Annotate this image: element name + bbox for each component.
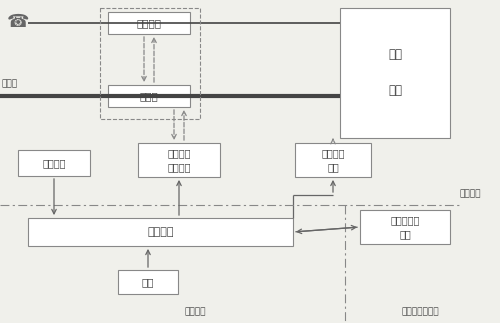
Text: 中繼線: 中繼線 (2, 79, 18, 89)
Bar (100, 8, 200, 119)
Text: 掃描電路: 掃描電路 (42, 158, 66, 168)
Bar (28, 218, 293, 246)
Text: 控制信號
分配電路: 控制信號 分配電路 (167, 148, 191, 172)
Text: 處理機群: 處理機群 (147, 227, 174, 237)
Bar (18, 150, 90, 176)
Text: 用戶電路: 用戶電路 (136, 18, 162, 28)
Bar (360, 210, 450, 244)
Text: ☎: ☎ (7, 13, 29, 31)
Text: 控制系統: 控制系統 (184, 307, 206, 316)
Bar (108, 85, 190, 107)
Text: 網絡控制
電路: 網絡控制 電路 (321, 148, 345, 172)
Text: 輸入、輸出
設備: 輸入、輸出 設備 (390, 215, 420, 239)
Text: 交換

網絡: 交換 網絡 (388, 48, 402, 98)
Bar (108, 12, 190, 34)
Text: 中繼器: 中繼器 (140, 91, 158, 101)
Bar (295, 143, 371, 177)
Text: 輸入、輸出系統: 輸入、輸出系統 (401, 307, 439, 316)
Text: 內存: 內存 (142, 277, 154, 287)
Bar (138, 143, 220, 177)
Bar (340, 8, 450, 138)
Bar (118, 270, 178, 294)
Text: 話路系統: 話路系統 (460, 189, 481, 198)
